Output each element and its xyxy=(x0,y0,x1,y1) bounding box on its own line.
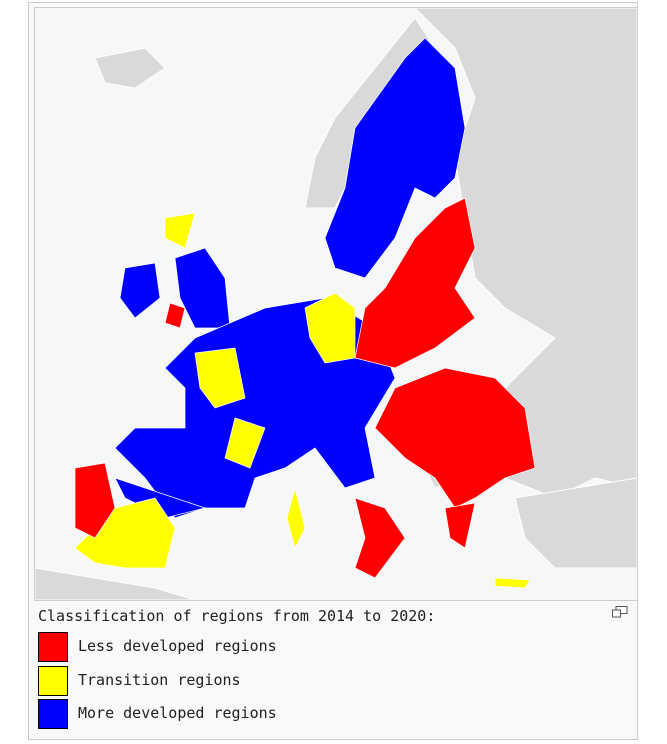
region xyxy=(74,497,176,569)
caption: Classification of regions from 2014 to 2… xyxy=(38,607,436,625)
region xyxy=(74,462,116,539)
legend-label: More developed regions xyxy=(78,704,277,722)
enlarge-icon[interactable] xyxy=(612,606,628,618)
region xyxy=(374,367,536,509)
legend-swatch xyxy=(38,632,68,662)
region xyxy=(224,417,266,469)
region xyxy=(444,502,476,549)
region xyxy=(324,37,466,279)
legend-swatch xyxy=(38,699,68,729)
region xyxy=(286,486,306,549)
region xyxy=(194,347,246,409)
region xyxy=(164,212,196,249)
transition-regions xyxy=(74,212,531,589)
region xyxy=(119,262,161,319)
region xyxy=(494,577,531,589)
legend-label: Less developed regions xyxy=(78,637,277,655)
legend-swatch xyxy=(38,665,68,696)
region xyxy=(164,302,186,329)
map xyxy=(34,7,638,601)
region xyxy=(114,477,207,519)
legend-label: Transition regions xyxy=(78,670,241,689)
less-developed-regions xyxy=(74,197,536,579)
region xyxy=(354,197,476,369)
region xyxy=(354,497,406,579)
